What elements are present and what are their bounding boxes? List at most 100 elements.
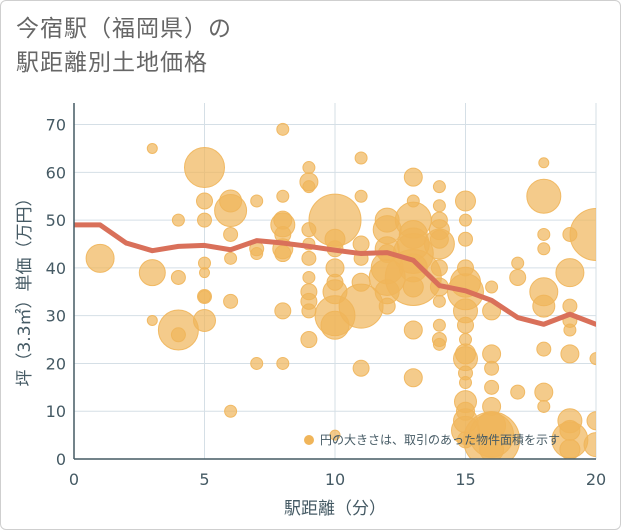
bubble-point (432, 180, 446, 194)
bubble-point (300, 331, 318, 349)
legend-bubble-icon (304, 435, 314, 445)
axes: 0 10 20 30 40 50 60 70 0 5 10 15 20 (46, 103, 606, 489)
average-line-series (74, 222, 596, 327)
bubble-point (354, 189, 368, 203)
y-tick-label: 10 (46, 402, 66, 421)
bubble-point (184, 147, 225, 189)
chart-title: 今宿駅（福岡県）の 駅距離別土地価格 (16, 12, 232, 80)
bubble-point (537, 227, 551, 241)
bubble-point (199, 267, 210, 279)
bubble-point (276, 356, 290, 370)
bubble-point (274, 245, 292, 263)
bubble-point (196, 192, 213, 210)
bubble-point (555, 258, 585, 288)
bubble-point (458, 231, 473, 247)
bubble-point (484, 379, 500, 395)
bubble-point (482, 344, 502, 364)
bubble-point (538, 157, 550, 169)
bubble-point (537, 399, 551, 413)
bubble-point (432, 199, 446, 213)
bubble-point (223, 293, 239, 309)
bubble-point (583, 432, 596, 458)
bubble-point (301, 303, 317, 319)
x-tick-label: 15 (455, 470, 475, 489)
bubble-point (432, 294, 446, 308)
bubble-point (586, 411, 596, 431)
bubble-point (511, 256, 525, 270)
bubble-point (510, 384, 526, 400)
title-line-1: 今宿駅（福岡県）の (16, 16, 232, 42)
bubble-point (403, 320, 423, 340)
bubble-point (329, 429, 341, 441)
y-tick-label: 70 (46, 116, 66, 135)
bubble-point (526, 178, 562, 214)
bubble-point (224, 404, 238, 418)
bubble-point (276, 122, 290, 136)
bubble-point (170, 269, 186, 285)
bubble-point (301, 250, 317, 266)
y-axis-title: 坪（3.3㎡）単価（万円） (15, 189, 35, 386)
bubble-point (463, 411, 521, 459)
bubble-point (250, 356, 264, 370)
bubble-series (85, 122, 596, 459)
bubble-point (250, 194, 264, 208)
bubble-point (403, 368, 423, 388)
bubble-point (559, 438, 581, 459)
bubble-point (197, 212, 212, 228)
bubble-point (352, 235, 370, 253)
y-tick-label: 60 (46, 163, 66, 182)
bubble-point (455, 190, 476, 212)
bubble-point (302, 270, 316, 284)
y-tick-label: 50 (46, 211, 66, 230)
bubble-point (274, 302, 292, 320)
bubble-point (537, 242, 551, 256)
bubble-point (138, 259, 166, 287)
bubble-point (193, 308, 216, 332)
bubble-point (403, 167, 423, 187)
bubble-point (485, 280, 499, 294)
bubble-point (536, 341, 552, 357)
x-axis-title: 駅距離（分） (284, 499, 386, 519)
bubble-point (509, 268, 527, 286)
bubble-point (562, 298, 578, 314)
legend-text: 円の大きさは、取引のあった物件面積を示す (320, 432, 560, 447)
bubble-point (214, 194, 248, 228)
bubble-point (459, 213, 472, 227)
x-tick-label: 0 (69, 470, 79, 489)
bubble-point (589, 352, 596, 366)
bubble-point (302, 180, 316, 194)
bubble-point (320, 310, 350, 340)
y-tick-label: 30 (46, 307, 66, 326)
x-tick-label: 10 (325, 470, 345, 489)
bubble-point (198, 290, 211, 304)
bubble-point (223, 226, 239, 242)
bubble-point (430, 259, 448, 277)
bubble-point (250, 247, 264, 261)
average-price-line (74, 222, 596, 327)
bubble-point (563, 323, 577, 337)
bubble-point (457, 316, 474, 334)
x-tick-label: 5 (199, 470, 209, 489)
bubble-point (479, 436, 505, 459)
y-tick-label: 20 (46, 354, 66, 373)
bubble-point (402, 276, 424, 298)
bubble-point (171, 213, 185, 227)
bubble-point (534, 382, 554, 402)
bubble-point (352, 359, 370, 377)
bubble-point (484, 360, 500, 376)
y-tick-label: 40 (46, 259, 66, 278)
bubble-point (224, 251, 238, 265)
bubble-point (276, 189, 290, 203)
bubble-point (432, 337, 446, 351)
bubble-point (170, 327, 186, 343)
bubble-point (560, 344, 580, 364)
bubble-point (423, 228, 455, 260)
bubble-point (146, 142, 158, 154)
bubble-point (459, 376, 472, 390)
bubble-point (354, 151, 368, 165)
bubble-point (302, 161, 316, 175)
bubble-point (85, 243, 115, 273)
title-line-2: 駅距離別土地価格 (16, 50, 208, 76)
y-tick-label: 0 (56, 450, 66, 469)
